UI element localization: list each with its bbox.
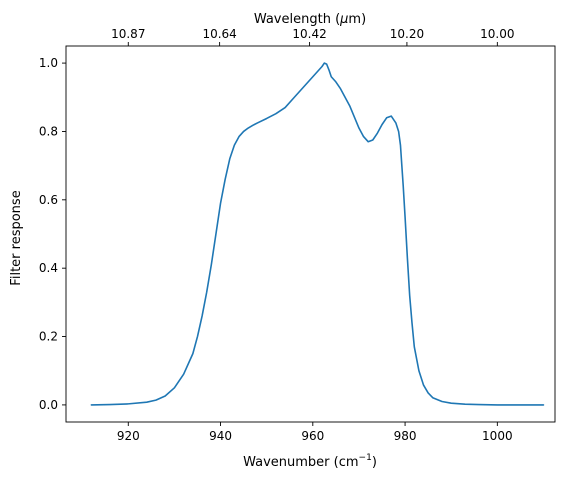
top-tick-label: 10.20 [390,27,424,41]
x-axis-label: Wavenumber (cm−1) [243,453,377,470]
top-tick-label: 10.87 [111,27,145,41]
top-tick-label: 10.00 [480,27,514,41]
y-tick-label: 0.6 [39,193,58,207]
top-axis-label-prefix: Wavelength ( [254,12,340,27]
plot-area: 920 940 960 980 1000 0.0 0.2 0.4 0.6 0.8 1.0 10.87 1… [39,27,556,443]
y-tick-label: 0.0 [39,398,58,412]
x-axis-label-main: Wavenumber (cm [243,455,358,470]
top-axis-label-suffix: m) [348,12,366,27]
series-line-1 [90,62,545,406]
top-axis-label-mu: μ [339,12,348,27]
top-tick-label: 10.42 [292,27,326,41]
x-tick-label: 920 [117,429,140,443]
x-axis-label-superscript: −1 [359,453,372,463]
plot-frame [65,45,556,423]
x-axis-label-suffix: ) [372,455,377,470]
x-tick-label: 980 [394,429,417,443]
y-tick-label: 0.4 [39,261,58,275]
top-axis-label: Wavelength (μm) [254,12,366,27]
top-tick-label: 10.64 [202,27,236,41]
y-axis-label: Filter response [9,190,24,285]
x-tick-label: 960 [301,429,324,443]
x-tick-label: 940 [209,429,232,443]
y-tick-label: 1.0 [39,56,58,70]
y-tick-label: 0.2 [39,330,58,344]
x-tick-label: 1000 [482,429,513,443]
y-tick-label: 0.8 [39,124,58,138]
